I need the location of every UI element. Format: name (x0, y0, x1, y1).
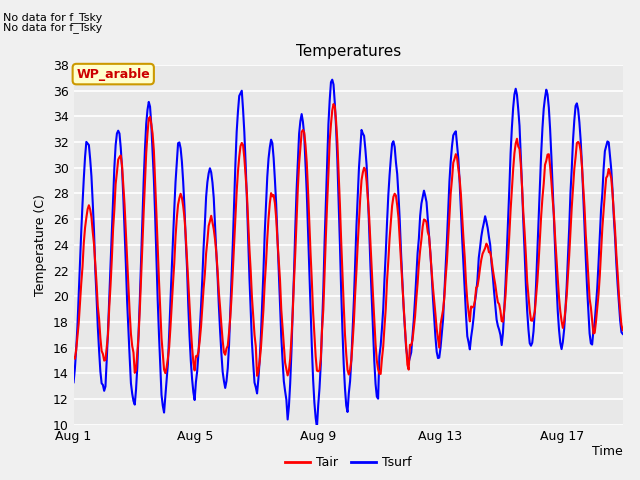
Legend: Tair, Tsurf: Tair, Tsurf (280, 451, 417, 474)
Y-axis label: Temperature (C): Temperature (C) (35, 194, 47, 296)
X-axis label: Time: Time (592, 445, 623, 458)
Text: WP_arable: WP_arable (76, 68, 150, 81)
Text: No data for f_Tsky: No data for f_Tsky (3, 22, 102, 33)
Text: No data for f_Tsky: No data for f_Tsky (3, 12, 102, 23)
Title: Temperatures: Temperatures (296, 45, 401, 60)
